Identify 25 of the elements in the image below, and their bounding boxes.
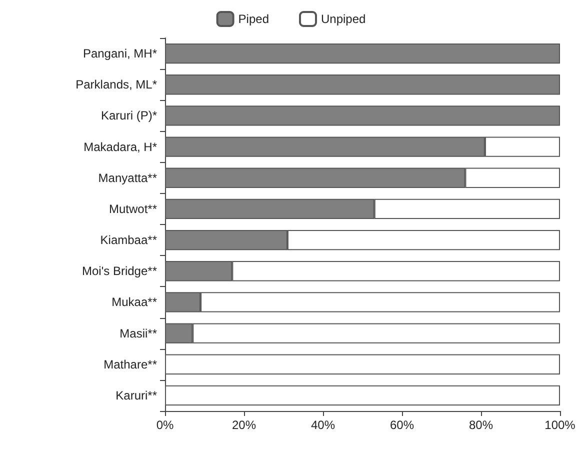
bar — [165, 385, 560, 406]
y-tick-label: Mutwot** — [108, 202, 158, 216]
y-tick-label: Parklands, ML* — [76, 78, 158, 92]
y-tick-label: Moi's Bridge** — [82, 264, 158, 278]
bar — [165, 354, 560, 374]
y-tick-label: Pangani, MH* — [82, 46, 158, 61]
x-tick-label: 80% — [468, 418, 494, 432]
y-tick-label: Manyatta** — [98, 170, 158, 185]
bar — [165, 43, 560, 64]
x-tick-label: 100% — [544, 418, 576, 432]
y-tick-label: Kiambaa** — [100, 233, 158, 248]
y-tick-label: Masii** — [120, 326, 158, 340]
y-tick-label: Karuri (P)* — [100, 108, 158, 123]
y-tick-label: Mukaa** — [112, 295, 158, 310]
x-tick-label: 0% — [156, 418, 174, 432]
x-tick-label: 20% — [232, 418, 256, 432]
bar — [165, 74, 560, 95]
x-tick-label: 60% — [390, 418, 414, 432]
legend-label: Unpiped — [320, 12, 366, 26]
y-tick-label: Mathare** — [104, 357, 158, 372]
x-tick-label: 40% — [310, 418, 336, 432]
bar — [165, 106, 560, 126]
y-tick-label: Karuri** — [116, 388, 158, 402]
legend-label: Piped — [238, 12, 270, 26]
y-tick-label: Makadara, H* — [84, 140, 158, 154]
